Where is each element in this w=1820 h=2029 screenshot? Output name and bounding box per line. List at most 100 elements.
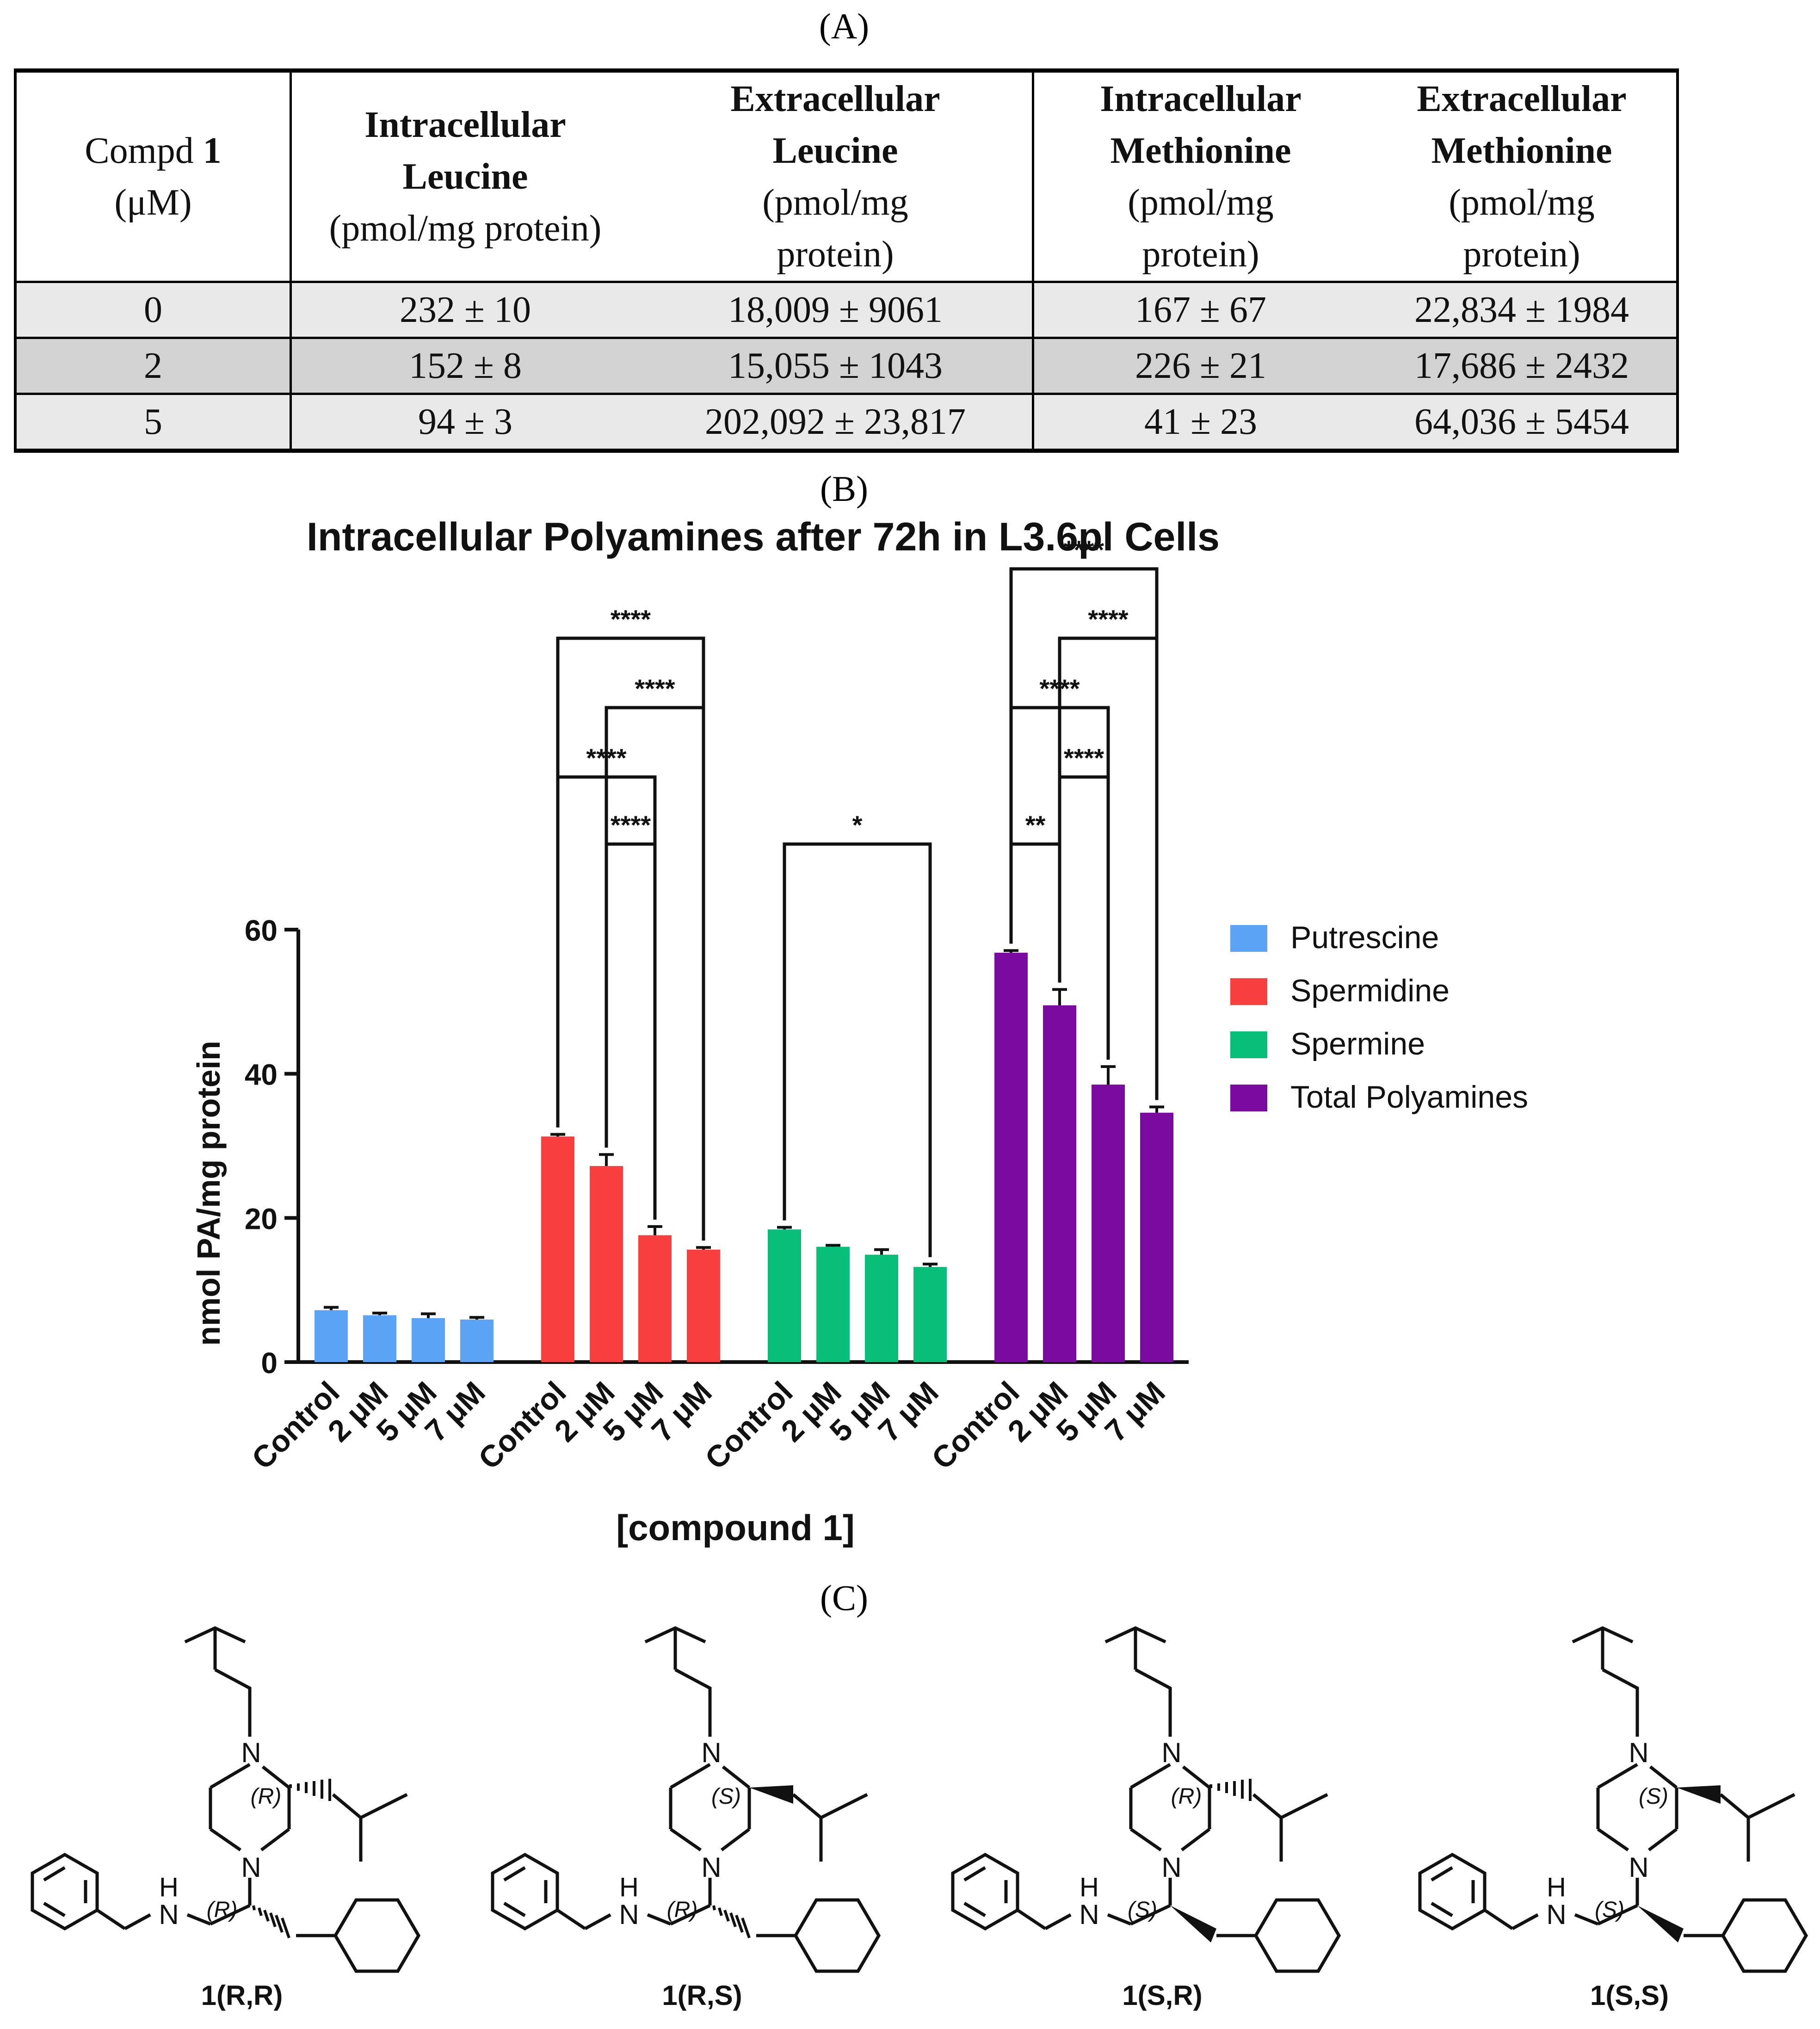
table-cell: 167 ± 67 [1032,282,1367,338]
bar [412,1318,445,1362]
chart-title: Intracellular Polyamines after 72h in L3… [307,515,1220,559]
header-intra-methionine: Intracellular Methionine (pmol/mg protei… [1032,70,1367,282]
bar [994,952,1028,1362]
bar [1043,1005,1076,1362]
bar [1140,1112,1173,1362]
stereo-descriptor: (S) [1595,1898,1624,1922]
atom-label: N [159,1899,179,1930]
stereo-descriptor: (R) [207,1898,238,1922]
molecule-label-rr: 1(R,R) [201,1980,283,2011]
atom-label: N [1629,1737,1648,1768]
significance-label: **** [1064,535,1104,564]
stereo-descriptor: (R) [667,1898,698,1922]
atom-label: N [1546,1899,1566,1930]
significance-bracket [556,636,705,1241]
x-axis-label: [compound 1] [616,1507,855,1548]
bar [363,1315,396,1362]
significance-bracket [1009,567,1159,1100]
legend-swatch [1230,1031,1267,1058]
atom-label: H [1080,1872,1099,1902]
atom-label: H [159,1872,179,1902]
panel-label-c: (C) [820,1578,868,1618]
table-cell: 17,686 ± 2432 [1414,345,1629,386]
legend-swatch [1230,1085,1267,1111]
significance-label: **** [1088,604,1128,634]
legend-label: Spermine [1290,1026,1425,1061]
bar [541,1136,574,1362]
legend-swatch [1230,925,1267,952]
bar [590,1166,623,1362]
atom-label: N [241,1737,261,1768]
molecule-label-ss: 1(S,S) [1590,1980,1669,2011]
panel-label-b: (B) [820,469,868,509]
atom-label: N [1161,1852,1181,1883]
stereo-descriptor: (S) [1128,1898,1157,1922]
significance-label: **** [611,810,651,839]
atom-label: H [1547,1872,1566,1902]
legend-label: Spermidine [1290,973,1450,1008]
bar [865,1254,898,1362]
significance-label: **** [635,674,675,703]
ring-stereo-bond [290,1779,330,1801]
chain-stereo-bond [1637,1906,1684,1943]
table-cell: 64,036 ± 5454 [1414,401,1629,442]
table-header-row: Compd 1 (μM) Intracellular Leucine (pmol… [15,70,1678,282]
legend-label: Total Polyamines [1290,1079,1528,1115]
bar [638,1235,672,1362]
stereo-descriptor: (S) [711,1784,741,1809]
table-cell: 5 [144,401,162,442]
table-cell: 0 [144,290,162,330]
header-extra-methionine: Extracellular Methionine (pmol/mg protei… [1417,79,1627,275]
significance-bracket [605,842,657,1220]
table-cell: 41 ± 23 [1032,394,1367,451]
ring-stereo-bond [1211,1779,1250,1801]
y-tick-label: 40 [245,1058,278,1092]
bar [687,1249,720,1362]
bar [460,1320,494,1362]
header-intra-leucine: Intracellular Leucine (pmol/mg protein) [290,70,639,282]
y-tick-label: 0 [261,1346,278,1380]
significance-label: ** [1025,810,1046,839]
stereo-descriptor: (S) [1639,1784,1668,1809]
table-cell: 226 ± 21 [1032,338,1367,394]
header-compd: Compd 1 (μM) [85,130,222,223]
polyamine-bar-chart: Intracellular Polyamines after 72h in L3… [191,515,1528,1548]
significance-label: **** [1064,743,1104,772]
table-row: 5 94 ± 3 202,092 ± 23,817 41 ± 23 64,036… [15,394,1678,451]
table-cell: 15,055 ± 1043 [728,345,943,386]
bar [816,1246,850,1362]
legend-label: Putrescine [1290,920,1439,955]
amino-acid-table: Compd 1 (μM) Intracellular Leucine (pmol… [14,68,1679,453]
y-tick-label: 60 [245,914,278,947]
table-cell: 22,834 ± 1984 [1414,290,1629,330]
chain-stereo-bond [253,1906,289,1938]
y-tick-label: 20 [245,1202,278,1235]
table-cell: 2 [144,345,162,386]
atom-label: N [241,1852,261,1883]
atom-label: N [1079,1899,1099,1930]
panel-label-a: (A) [819,6,870,46]
table-cell: 152 ± 8 [290,338,639,394]
stereo-descriptor: (R) [1171,1784,1202,1809]
chain-stereo-bond [1170,1906,1216,1943]
table-row: 0 232 ± 10 18,009 ± 9061 167 ± 67 22,834… [15,282,1678,338]
header-extra-leucine: Extracellular Leucine (pmol/mg protein) [730,79,940,275]
bar [768,1229,801,1362]
bar [1092,1085,1125,1362]
table-cell: 94 ± 3 [290,394,639,451]
legend-swatch [1230,978,1267,1005]
atom-label: N [701,1852,721,1883]
significance-label: **** [611,604,651,634]
atom-label: N [1161,1737,1181,1768]
stereo-descriptor: (R) [251,1784,282,1809]
ring-stereo-bond [1677,1785,1721,1804]
ring-stereo-bond [749,1785,793,1804]
y-axis-label: nmol PA/mg protein [191,1041,227,1346]
bar [315,1310,348,1362]
molecule-label-rs: 1(R,S) [662,1980,742,2011]
molecule-label-sr: 1(S,R) [1122,1980,1203,2011]
